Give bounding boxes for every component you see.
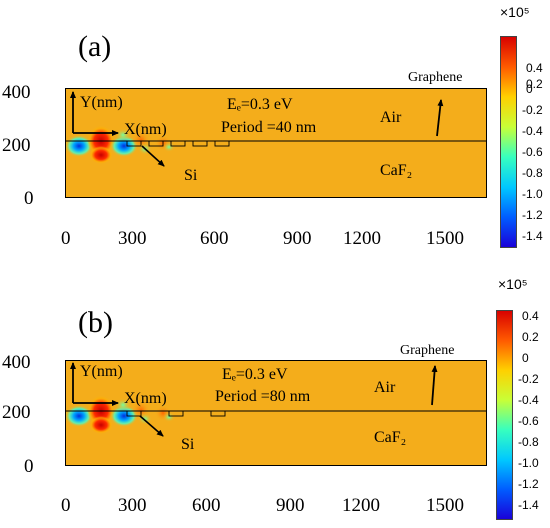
si-grating-tooth (192, 140, 208, 147)
colorbar-gradient (500, 36, 517, 248)
field-lobe (89, 146, 113, 164)
colorbar-fill (500, 36, 517, 248)
y-tick-label: 200 (2, 402, 31, 423)
x-axis-label: X(nm) (124, 390, 167, 407)
colorbar-tick: -0.6 (522, 145, 543, 159)
field-lobe (138, 143, 152, 155)
colorbar-tick: -1.0 (522, 187, 543, 201)
si-label: Si (181, 436, 195, 453)
colorbar-tick: 0 (522, 351, 529, 365)
field-lobe (115, 128, 131, 142)
panel-label: (a) (78, 30, 112, 63)
graphene-label: Graphene (400, 343, 455, 358)
colorbar (500, 36, 517, 248)
colorbar-tick: -0.2 (518, 372, 539, 386)
colorbar-tick: 0.2 (522, 330, 539, 344)
y-axis-label: Y(nm) (80, 94, 123, 111)
colorbar-multiplier: ×10⁵ (500, 4, 530, 20)
x-tick-label: 0 (61, 228, 71, 249)
colorbar-multiplier: ×10⁵ (498, 276, 528, 292)
y-axis-label: Y(nm) (80, 363, 123, 380)
field-lobe (163, 142, 175, 152)
period-label: Period =40 nm (221, 119, 317, 136)
panel-label: (b) (78, 306, 113, 339)
y-tick-label: 400 (2, 352, 31, 373)
colorbar-tick: -1.2 (522, 208, 543, 222)
x-axis-label: X(nm) (124, 121, 167, 138)
colorbar-tick: -1.4 (518, 498, 539, 512)
si-grating-tooth (126, 410, 142, 417)
y-tick-label: 200 (2, 135, 31, 156)
y-tick-label: 0 (24, 188, 34, 209)
fermi-energy-label: Eₑ=0.3 eV (227, 96, 293, 113)
colorbar-tick: 0.4 (522, 309, 539, 323)
x-tick-label: 1200 (343, 228, 381, 249)
plot-frame (65, 88, 487, 198)
x-tick-label: 1500 (426, 495, 464, 516)
x-tick-label: 600 (200, 228, 229, 249)
si-grating-tooth (168, 410, 184, 417)
graphene-label: Graphene (408, 70, 463, 85)
y-tick-label: 400 (2, 82, 31, 103)
si-grating-tooth (126, 140, 142, 147)
plot-frame (65, 360, 487, 466)
x-tick-label: 300 (118, 495, 147, 516)
colorbar-tick: -0.8 (522, 166, 543, 180)
panel-a: (a) 400 200 0 0 300 600 900 1200 1500 Y(… (0, 0, 550, 262)
colorbar-tick: -0.6 (518, 414, 539, 428)
colorbar-tick: -0.4 (518, 393, 539, 407)
colorbar-tick: 0.2 (526, 77, 543, 91)
x-tick-label: 900 (283, 228, 312, 249)
colorbar-tick: -1.4 (522, 229, 543, 243)
colorbar-tick: -1.2 (518, 477, 539, 491)
air-label: Air (380, 109, 402, 126)
colorbar-tick: 0.4 (526, 61, 543, 75)
air-label: Air (374, 379, 396, 396)
colorbar-tick: -0.4 (522, 124, 543, 138)
si-grating-tooth (214, 140, 230, 147)
field-lobe (138, 413, 152, 425)
x-tick-label: 0 (61, 495, 71, 516)
x-tick-label: 300 (118, 228, 147, 249)
colorbar-gradient (496, 310, 513, 520)
field-lobe (163, 412, 175, 422)
x-tick-label: 600 (192, 495, 221, 516)
panel-b: (b) 400 200 0 0 300 600 900 1200 1500 Y(… (0, 266, 550, 528)
field-lobe (115, 398, 131, 412)
si-grating-tooth (170, 140, 186, 147)
field-lobe (89, 416, 113, 434)
si-label: Si (184, 167, 198, 184)
x-tick-label: 1500 (426, 228, 464, 249)
x-tick-label: 900 (276, 495, 305, 516)
y-tick-label: 0 (24, 456, 34, 477)
colorbar-fill (496, 310, 513, 520)
colorbar (496, 310, 513, 520)
caf2-label: CaF₂ (374, 429, 407, 446)
colorbar-tick: 0 (526, 82, 533, 96)
si-grating-tooth (210, 410, 226, 417)
x-tick-label: 1200 (342, 495, 380, 516)
colorbar-tick: -0.8 (518, 435, 539, 449)
caf2-label: CaF₂ (380, 162, 413, 179)
fermi-energy-label: Eₑ=0.3 eV (222, 366, 288, 383)
colorbar-tick: -0.2 (522, 103, 543, 117)
colorbar-tick: -1.0 (518, 456, 539, 470)
period-label: Period =80 nm (215, 388, 311, 405)
